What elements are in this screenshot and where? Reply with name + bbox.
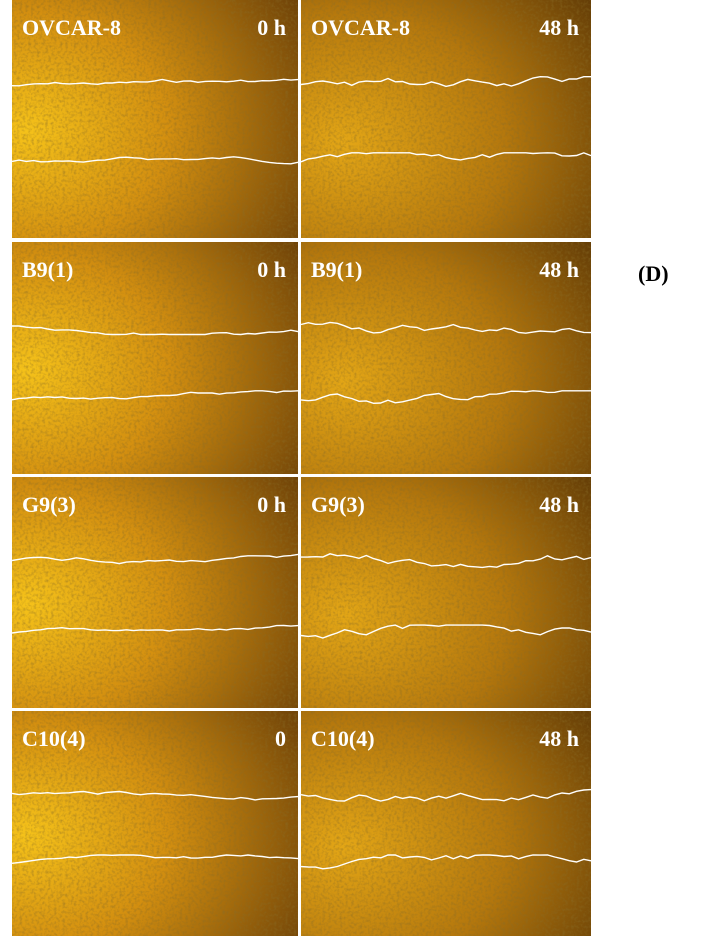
micrograph-panel: C10(4) 0	[12, 711, 298, 936]
micrograph-panel: OVCAR-8 48 h	[301, 0, 591, 238]
time-label: 0 h	[257, 492, 286, 517]
micrograph-panel: G9(3) 48 h	[301, 477, 591, 708]
sample-label: G9(3)	[311, 492, 365, 517]
micrograph-panel: B9(1) 0 h	[12, 242, 298, 474]
micrograph-panel: B9(1) 48 h	[301, 242, 591, 474]
time-label: 0	[275, 726, 286, 751]
time-label: 48 h	[539, 726, 579, 751]
sample-label: C10(4)	[22, 726, 86, 751]
micrograph-panel: OVCAR-8 0 h	[12, 0, 298, 238]
sample-label: OVCAR-8	[311, 15, 410, 40]
sample-label: B9(1)	[311, 257, 362, 282]
time-label: 0 h	[257, 257, 286, 282]
micrograph-panel: G9(3) 0 h	[12, 477, 298, 708]
figure: (D) OVCAR-8 0 h OVCAR-8 48 h B9(1) 0 h B9(1) 48…	[0, 0, 728, 936]
micrograph-panel: C10(4) 48 h	[301, 711, 591, 936]
sample-label: G9(3)	[22, 492, 76, 517]
time-label: 0 h	[257, 15, 286, 40]
time-label: 48 h	[539, 492, 579, 517]
panel-letter: (D)	[638, 261, 669, 286]
time-label: 48 h	[539, 15, 579, 40]
time-label: 48 h	[539, 257, 579, 282]
sample-label: B9(1)	[22, 257, 73, 282]
sample-label: OVCAR-8	[22, 15, 121, 40]
sample-label: C10(4)	[311, 726, 375, 751]
